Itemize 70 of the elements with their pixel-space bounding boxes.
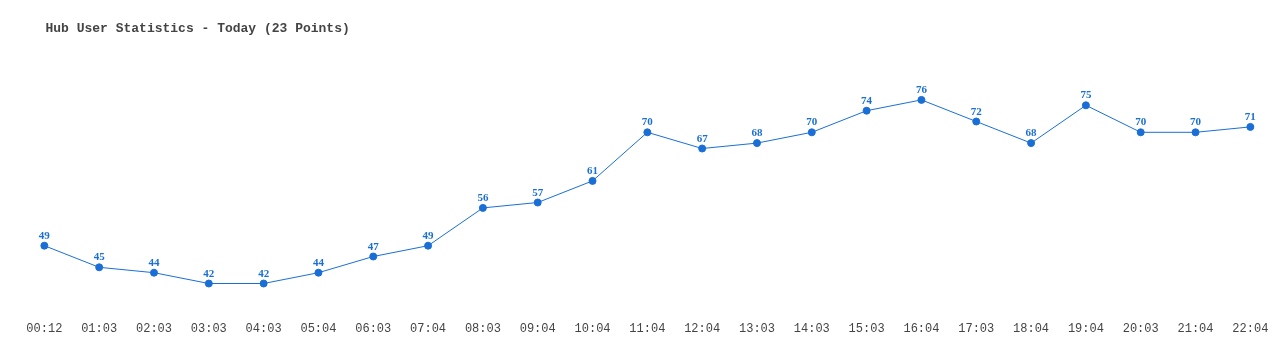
- point: [95, 263, 104, 272]
- data-label: 42: [203, 266, 215, 279]
- data-label: 70: [1190, 115, 1202, 128]
- point: [1027, 139, 1036, 148]
- data-label: 49: [422, 228, 435, 241]
- x-tick-label: 20:03: [1122, 321, 1159, 336]
- x-tick-label: 18:04: [1013, 321, 1050, 336]
- data-label: 45: [93, 250, 106, 263]
- point: [533, 198, 542, 207]
- data-label: 42: [258, 266, 270, 279]
- x-tick-label: 05:04: [300, 321, 337, 336]
- x-tick-label: 00:12: [26, 321, 63, 336]
- x-tick-label: 21:04: [1177, 321, 1214, 336]
- data-label: 44: [312, 255, 325, 268]
- data-label: 71: [1244, 109, 1256, 122]
- data-label: 76: [915, 82, 928, 95]
- point: [314, 268, 323, 277]
- data-label: 44: [148, 255, 160, 268]
- data-label: 70: [641, 115, 654, 128]
- data-label: 72: [970, 104, 983, 117]
- data-label: 75: [1080, 88, 1092, 101]
- data-label: 67: [696, 131, 709, 144]
- x-tick-label: 15:03: [848, 321, 885, 336]
- point: [807, 128, 816, 137]
- chart-title: Hub User Statistics - Today (23 Points): [45, 20, 350, 36]
- data-label: 68: [1025, 126, 1038, 139]
- data-label: 70: [1135, 115, 1147, 128]
- point: [259, 279, 268, 288]
- x-tick-label: 16:04: [903, 321, 940, 336]
- point: [752, 139, 761, 148]
- point: [204, 279, 213, 288]
- data-label: 57: [532, 185, 544, 198]
- point: [1191, 128, 1200, 137]
- x-tick-label: 03:03: [190, 321, 227, 336]
- data-label: 56: [477, 190, 489, 203]
- point: [424, 241, 433, 250]
- data-label: 74: [861, 93, 873, 106]
- data-label: 61: [587, 163, 599, 176]
- x-tick-label: 12:04: [684, 321, 721, 336]
- point: [698, 144, 707, 153]
- x-tick-label: 01:03: [81, 321, 118, 336]
- x-tick-label: 02:03: [135, 321, 172, 336]
- x-tick-label: 04:03: [245, 321, 282, 336]
- data-label: 70: [806, 115, 818, 128]
- data-label: 47: [367, 239, 380, 252]
- point: [40, 241, 49, 250]
- point: [1136, 128, 1145, 137]
- x-tick-label: 11:04: [629, 321, 666, 336]
- point: [369, 252, 378, 261]
- x-tick-label: 14:03: [793, 321, 830, 336]
- point: [478, 203, 487, 212]
- data-label: 68: [751, 126, 763, 139]
- x-tick-label: 22:04: [1232, 321, 1269, 336]
- point: [1246, 122, 1255, 131]
- x-tick-label: 19:04: [1067, 321, 1104, 336]
- point: [1081, 101, 1090, 110]
- point: [972, 117, 981, 126]
- x-tick-label: 08:03: [464, 321, 501, 336]
- x-tick-label: 17:03: [958, 321, 995, 336]
- data-label: 49: [38, 228, 51, 241]
- x-tick-label: 06:03: [355, 321, 392, 336]
- point: [917, 95, 926, 104]
- x-tick-label: 10:04: [574, 321, 611, 336]
- x-tick-label: 07:04: [410, 321, 447, 336]
- point: [588, 176, 597, 185]
- point: [643, 128, 652, 137]
- point: [862, 106, 871, 115]
- point: [149, 268, 158, 277]
- x-tick-label: 13:03: [738, 321, 775, 336]
- x-tick-label: 09:04: [519, 321, 556, 336]
